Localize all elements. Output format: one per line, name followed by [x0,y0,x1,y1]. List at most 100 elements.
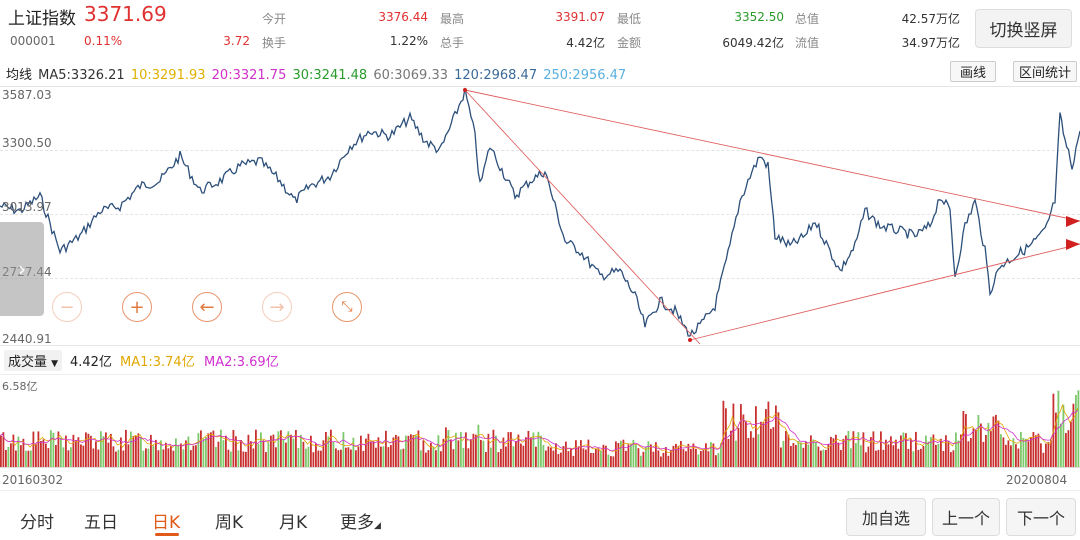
volume-indicator-select[interactable]: 成交量 ▼ [4,350,63,371]
trendline-anchor-point[interactable] [463,88,467,92]
volume-bar [647,441,650,467]
volume-bar [735,440,737,467]
add-watchlist-button[interactable]: 加自选 [846,498,926,536]
volume-bar [990,431,992,467]
volume-bar [845,435,847,467]
switch-portrait-button[interactable]: 切换竖屏 [975,9,1072,48]
volume-bar [257,443,260,467]
volume-bar [160,440,162,467]
volume-bar [12,434,15,467]
volume-bar [35,443,37,467]
volume-bar [1027,441,1030,467]
zoom-in-button[interactable]: + [122,292,152,322]
volume-bar [585,449,587,467]
volume-bar [392,437,395,467]
volume-bar [305,448,307,467]
next-button[interactable]: 下一个 [1006,498,1076,536]
scroll-right-button[interactable]: → [262,292,292,322]
volume-bar [600,450,602,467]
volume-bar [50,430,52,467]
volume-bar [747,438,750,467]
draw-line-button[interactable]: 画线 [950,61,996,82]
volume-bar [820,450,822,467]
volume-bar [1007,440,1010,467]
volume-bar [627,444,630,467]
price-chart[interactable] [0,86,1080,346]
volume-bar [332,442,335,467]
tab-daily-k[interactable]: 日K [152,513,181,533]
volume-ma2: MA2:3.69亿 [204,355,279,370]
volume-bar [1020,431,1022,467]
volume-bar [785,430,787,467]
tab-more[interactable]: 更多◢ [340,508,381,533]
range-stats-button[interactable]: 区间统计 [1013,61,1077,82]
volume-chart[interactable] [0,373,1080,467]
collapse-button[interactable]: ⤡ [332,292,362,322]
volume-bar [597,448,600,467]
volume-bar [180,443,182,467]
zoom-out-button[interactable]: − [52,292,82,322]
volume-bar [840,450,842,467]
volume-bar [995,414,997,467]
volume-bar [262,440,265,467]
volume-bar [365,438,367,467]
volume-bar [142,450,145,467]
volume-bar [375,447,377,467]
volume-bar [100,431,102,467]
volume-bar [872,431,875,467]
previous-button[interactable]: 上一个 [932,498,1000,536]
volume-bar [960,434,962,467]
trendline-upper[interactable] [464,89,1080,222]
stock-name: 上证指数 [8,9,76,29]
tab-intraday[interactable]: 分时 [20,513,54,533]
volume-bar [657,450,660,467]
price-axis-label: 3300.50 [2,136,52,150]
volume-bar [470,439,472,467]
volume-bar [40,441,42,467]
volume-bar [267,442,270,467]
volume-bar [445,427,447,467]
volume-bar [617,443,620,467]
trendline-lower[interactable] [689,243,1080,341]
volume-bar [1002,437,1005,467]
trendline-down[interactable] [464,89,701,345]
volume-bar [530,437,532,467]
volume-bar [42,439,45,467]
volume-bar [857,432,860,467]
volume-bar [310,435,312,467]
volume-bar [715,455,717,467]
volume-bar [240,440,242,467]
expand-panel-handle[interactable]: › [0,222,44,316]
stat-label-open: 今开 [262,12,287,26]
volume-bar [807,444,810,467]
volume-bar [655,442,657,467]
volume-bar [1025,438,1027,467]
volume-bar [420,450,422,467]
volume-bar [347,447,350,467]
volume-bar [652,451,655,467]
volume-bar [77,437,80,467]
trendline-anchor-point[interactable] [688,338,692,342]
volume-bar [275,447,277,467]
tab-weekly-k[interactable]: 周K [215,513,244,533]
volume-bar [555,443,557,467]
volume-bar [117,449,120,467]
scroll-left-button[interactable]: ← [192,292,222,322]
volume-bar [135,435,137,467]
volume-bar [277,431,280,467]
tab-monthly-k[interactable]: 月K [279,513,308,533]
volume-bar [667,455,670,467]
volume-bar [877,449,880,467]
volume-bar [225,435,227,467]
volume-bar [1070,421,1072,467]
volume-bar [255,429,257,467]
volume-bar [47,448,50,467]
volume-bar [290,434,292,467]
volume-bar [497,452,500,467]
volume-bar [607,454,610,467]
tab-five-day[interactable]: 五日 [84,513,118,533]
ma-title: 均线 [6,68,33,83]
volume-bar [410,434,412,467]
volume-bar [462,447,465,467]
volume-bar [997,420,1000,467]
